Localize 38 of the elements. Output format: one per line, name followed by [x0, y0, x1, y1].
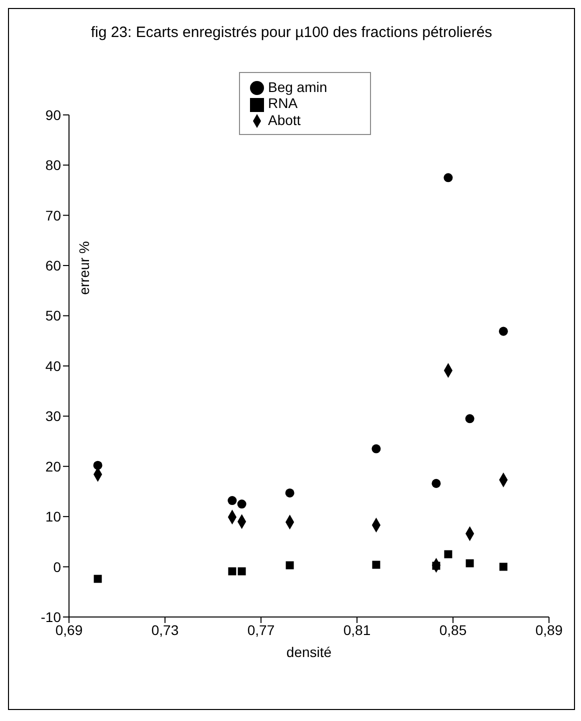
point: [228, 567, 236, 576]
point: [372, 560, 380, 569]
point: [228, 496, 237, 506]
point: [498, 326, 508, 336]
y-tick-label: 30: [45, 408, 62, 424]
point: [238, 567, 246, 576]
point: [466, 559, 474, 568]
x-tick-label: 0,89: [535, 622, 563, 638]
x-tick-label: 0,77: [247, 622, 275, 638]
point: [432, 478, 441, 488]
y-tick-label: 40: [45, 358, 62, 374]
legend-label: Beg amin: [268, 79, 328, 95]
y-tick-label: 10: [45, 508, 62, 525]
x-tick-label: 0,81: [343, 622, 371, 638]
y-tick-label: 80: [45, 157, 62, 174]
y-tick-label: 0: [53, 558, 62, 575]
y-tick-label: 70: [45, 207, 62, 224]
point: [286, 561, 294, 570]
point: [444, 173, 453, 182]
y-tick-label: 50: [45, 308, 62, 324]
chart-title: fig 23: Ecarts enregistrés pour µ100 des fractions pétrolierés: [90, 23, 494, 42]
y-axis-title: erreur %: [76, 241, 92, 295]
x-tick-label: 0,85: [439, 622, 467, 638]
point: [237, 500, 246, 509]
y-tick-label: 90: [45, 106, 62, 123]
y-tick-label: 60: [45, 257, 62, 274]
y-tick-label: 20: [45, 458, 62, 474]
point: [499, 562, 508, 571]
legend-label: Abott: [268, 112, 301, 128]
x-axis-title: densité: [286, 644, 332, 660]
point: [93, 460, 102, 470]
x-tick-label: 0,73: [151, 622, 179, 638]
point: [465, 414, 474, 424]
point: [94, 574, 102, 583]
point: [285, 488, 294, 498]
point: [444, 550, 452, 558]
legend-label: RNA: [268, 95, 298, 112]
point: [372, 444, 381, 454]
